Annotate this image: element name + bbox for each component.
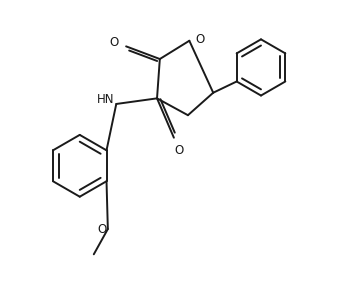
Text: HN: HN bbox=[97, 93, 115, 106]
Text: O: O bbox=[174, 144, 183, 157]
Text: O: O bbox=[97, 223, 106, 235]
Text: O: O bbox=[195, 33, 204, 46]
Text: O: O bbox=[110, 36, 119, 49]
